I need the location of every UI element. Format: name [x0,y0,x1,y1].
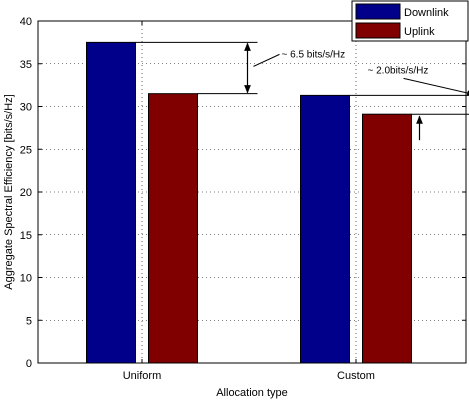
y-tick-label: 5 [26,315,32,327]
x-axis-label: Allocation type [216,387,288,399]
y-tick-label: 10 [20,273,32,285]
legend-swatch-uplink [355,22,401,39]
legend-label-uplink: Uplink [404,26,435,38]
bar-downlink [86,41,136,364]
y-tick-label: 0 [26,358,32,370]
x-tick-label: Uniform [123,370,162,382]
axis-ticks: 0 5 10 15 20 25 30 35 40 Uniform Custom [20,16,466,382]
annotation-label: ~ 2.0bits/s/Hz [368,65,429,76]
legend: Downlink Uplink [351,0,469,42]
y-tick-label: 20 [20,187,32,199]
x-tick-label: Custom [337,370,375,382]
legend-swatch-downlink [355,3,401,20]
annotation-leader-arrow [403,77,469,96]
y-tick-label: 30 [20,102,32,114]
y-tick-label: 40 [20,16,32,28]
bar-downlink [300,94,350,364]
annotation-label: ~ 6.5 bits/s/Hz [282,49,346,60]
y-tick-label: 35 [20,59,32,71]
legend-label-downlink: Downlink [404,7,449,19]
y-tick-label: 15 [20,230,32,242]
bar-uplink [362,113,412,364]
bars [86,41,412,364]
bar-uplink [148,93,198,364]
y-axis-label: Aggregate Spectral Efficiency [bits/s/Hz… [3,94,15,289]
annotation-leader [253,53,280,67]
y-tick-label: 25 [20,144,32,156]
annotations: ~ 6.5 bits/s/Hz ~ 2.0bits/s/Hz [135,41,469,141]
